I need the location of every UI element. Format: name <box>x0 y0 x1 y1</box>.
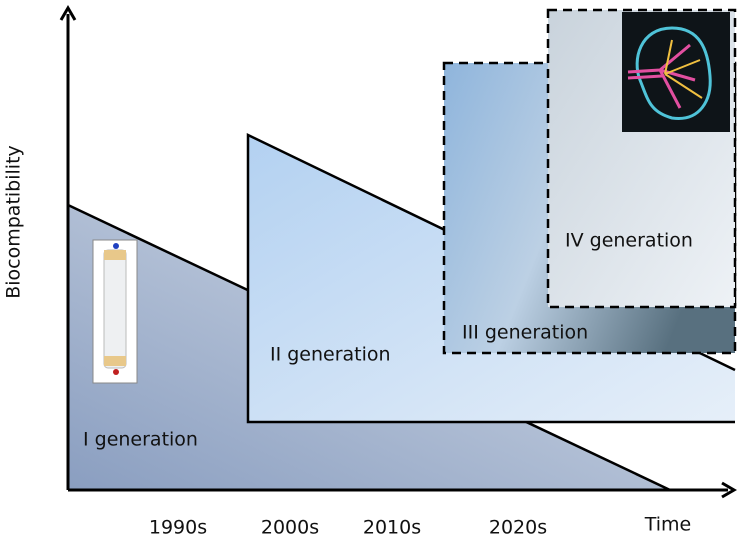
y-arrow <box>59 5 77 21</box>
decade-label: 1990s <box>149 517 207 539</box>
kidney-image <box>622 12 730 132</box>
generation-label: I generation <box>83 429 198 451</box>
dialyzer-image <box>92 239 138 384</box>
decade-label: 2010s <box>363 517 421 539</box>
y-axis-label: Biocompatibility <box>3 145 25 299</box>
decade-label: 2000s <box>261 517 319 539</box>
x-arrow <box>721 481 737 499</box>
generation-label: II generation <box>270 344 391 366</box>
generation-label: III generation <box>462 322 588 344</box>
decade-label: 2020s <box>489 517 547 539</box>
x-axis-label: Time <box>644 514 692 536</box>
generation-label: IV generation <box>565 230 693 252</box>
